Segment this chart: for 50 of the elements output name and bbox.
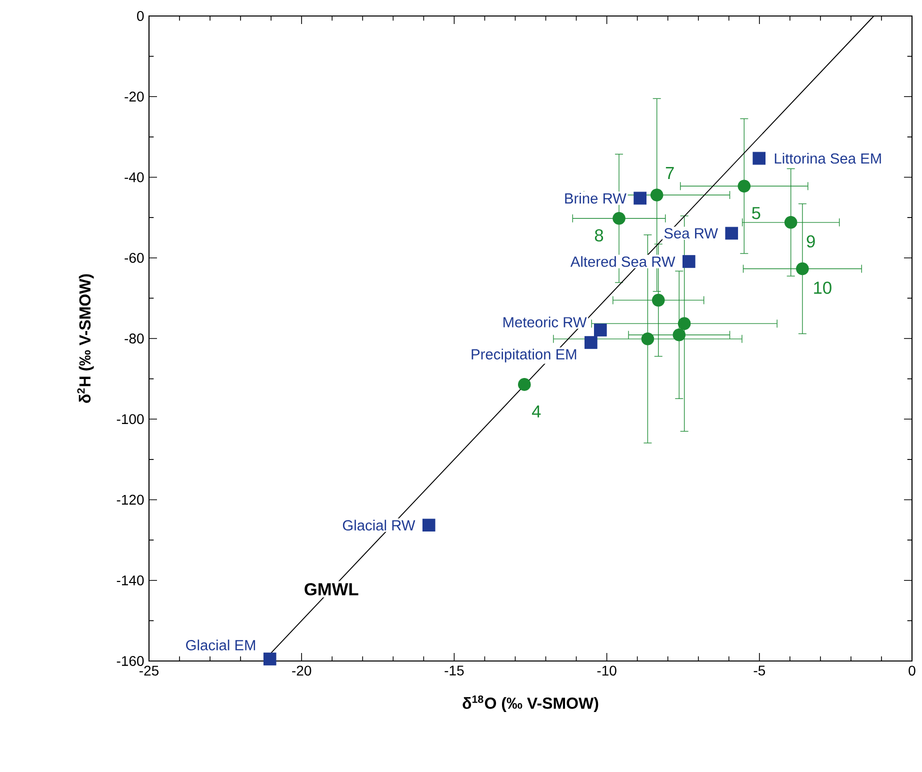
series-label: Altered Sea RW [570, 256, 676, 267]
x-tick-label: -5 [754, 666, 766, 676]
x-tick-label: 0 [908, 666, 916, 676]
point [682, 255, 696, 268]
series-label: Brine RW [565, 192, 626, 204]
point [784, 216, 798, 229]
series-label: 7 [666, 167, 674, 179]
point [752, 152, 766, 165]
y-tick-label: -20 [124, 92, 144, 102]
series-label: 9 [806, 235, 815, 248]
x-tick-label: -25 [140, 666, 159, 676]
point [263, 652, 276, 666]
y-tick-label: -120 [116, 494, 144, 505]
point [650, 188, 664, 202]
x-axis-title: δ$^{18}$O (‰ V-SMOW) [462, 695, 598, 712]
point [594, 324, 607, 336]
y-tick-label: -140 [116, 575, 144, 586]
point [725, 226, 738, 240]
y-tick-label: -40 [124, 172, 144, 182]
series-label: Precipitation EM [472, 348, 576, 362]
y-tick-label: 0 [137, 11, 144, 21]
series-label: 4 [532, 405, 541, 418]
series-label: Glacial RW [342, 520, 416, 531]
series-label: 8 [594, 229, 604, 242]
y-tick-label: -100 [116, 414, 144, 424]
series-label: Glacial EM [186, 640, 256, 650]
point [738, 180, 751, 193]
series-label: Sea RW [664, 228, 718, 238]
x-tick-label: -10 [597, 666, 616, 676]
point [518, 378, 531, 391]
series-label: Littorina Sea EM [774, 152, 881, 164]
point [634, 192, 646, 205]
y-tick-label: -160 [116, 656, 144, 666]
point [584, 336, 598, 349]
point [641, 332, 654, 346]
point [422, 518, 436, 532]
point [678, 317, 691, 330]
point [612, 212, 626, 225]
series-label: GMWL [304, 583, 358, 596]
series-label: 10 [814, 282, 832, 294]
y-tick-label: -60 [124, 252, 144, 263]
point [672, 328, 686, 342]
point [652, 294, 665, 307]
series-label: 5 [752, 207, 760, 220]
x-tick-label: -15 [444, 666, 464, 676]
point [796, 262, 809, 276]
series-label: Meteoric RW [504, 316, 587, 328]
x-tick-label: -20 [292, 666, 312, 676]
y-axis-title: δ$^{2}$H (‰ V-SMOW) [77, 274, 94, 403]
y-tick-label: -80 [124, 334, 144, 344]
